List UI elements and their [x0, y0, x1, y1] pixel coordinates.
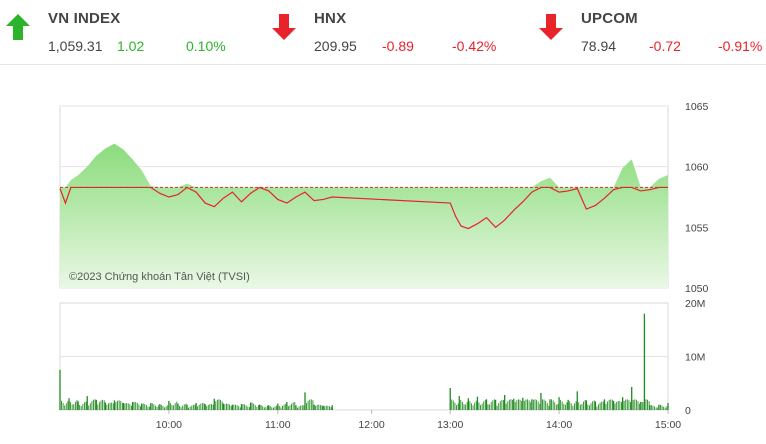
price-y-axis: 1065 1060 1055 1050 — [685, 101, 709, 295]
x-tick-label: 10:00 — [156, 419, 182, 431]
volume-bars — [59, 313, 669, 410]
volume-y-tick-label: 10M — [685, 352, 705, 364]
ticker-change: 1.02 — [117, 38, 145, 54]
ticker-value: 78.94 — [581, 38, 617, 54]
vn-index-intraday-chart: 1065 1060 1055 1050 ©2023 Chứng khoán Tân V… — [59, 101, 709, 431]
ticker-name: HNX — [314, 10, 347, 27]
x-tick-label: 12:00 — [358, 419, 384, 431]
price-y-tick-label: 1060 — [685, 162, 709, 174]
ticker-name: VN INDEX — [48, 10, 121, 27]
ticker-percent: -0.42% — [452, 38, 497, 54]
price-y-tick-label: 1050 — [685, 283, 709, 295]
volume-y-tick-label: 20M — [685, 298, 705, 310]
ticker-upcom[interactable]: UPCOM 78.94 -0.72 -0.91% — [533, 0, 766, 64]
ticker-percent: 0.10% — [186, 38, 226, 54]
ticker-percent: -0.91% — [718, 38, 763, 54]
price-area-fill — [60, 143, 668, 288]
index-ticker-bar: VN INDEX 1,059.31 1.02 0.10% HNX 209.95 … — [0, 0, 766, 65]
ticker-change: -0.89 — [382, 38, 414, 54]
price-y-tick-label: 1055 — [685, 222, 709, 234]
arrow-up-icon — [6, 14, 30, 40]
x-tick-label: 13:00 — [437, 419, 463, 431]
ticker-value: 209.95 — [314, 38, 357, 54]
time-x-axis: 10:00 11:00 12:00 13:00 14:00 15:00 — [156, 410, 681, 431]
ticker-change: -0.72 — [649, 38, 681, 54]
ticker-name: UPCOM — [581, 10, 638, 27]
volume-panel: 20M 10M 0 10:00 11:00 12:00 13:00 14:00 15:00 — [59, 298, 705, 431]
volume-y-axis: 20M 10M 0 — [685, 298, 705, 417]
x-tick-label: 14:00 — [546, 419, 572, 431]
ticker-value: 1,059.31 — [48, 38, 103, 54]
copyright-watermark: ©2023 Chứng khoán Tân Việt (TVSI) — [69, 271, 250, 283]
price-y-tick-label: 1065 — [685, 101, 709, 113]
x-tick-label: 15:00 — [655, 419, 681, 431]
price-panel: 1065 1060 1055 1050 ©2023 Chứng khoán Tân V… — [59, 101, 709, 295]
ticker-hnx[interactable]: HNX 209.95 -0.89 -0.42% — [266, 0, 516, 64]
x-tick-label: 11:00 — [265, 419, 291, 431]
ticker-vn-index[interactable]: VN INDEX 1,059.31 1.02 0.10% — [0, 0, 234, 64]
arrow-down-icon — [272, 14, 296, 40]
arrow-down-icon — [539, 14, 563, 40]
volume-y-tick-label: 0 — [685, 405, 691, 417]
